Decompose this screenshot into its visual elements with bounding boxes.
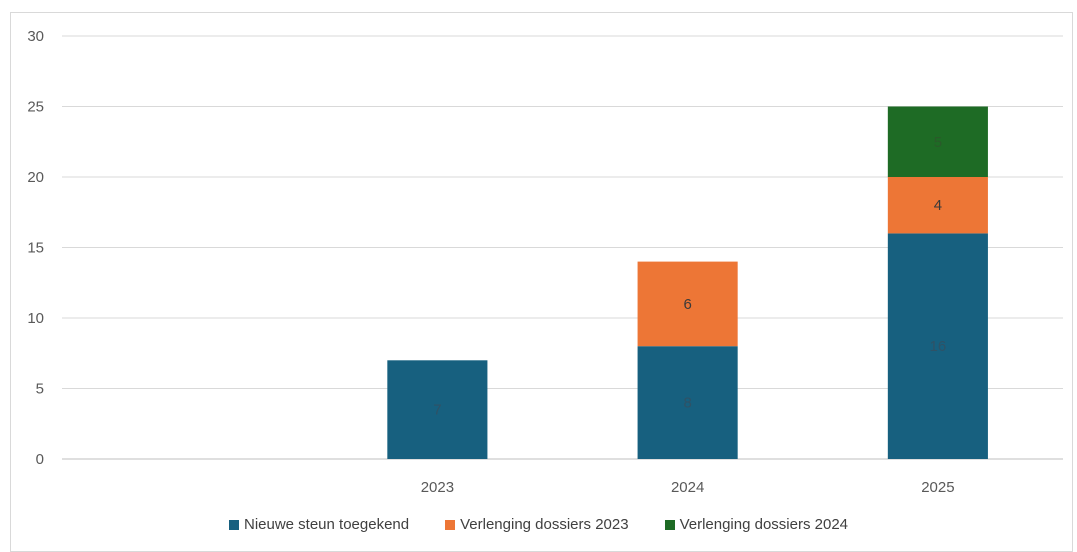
bar-segment: [387, 360, 488, 459]
legend-label: Nieuwe steun toegekend: [243, 516, 410, 533]
x-tick-label: 2024: [671, 479, 704, 496]
legend-item: Verlenging dossiers 2023: [445, 516, 629, 533]
data-label: 7: [433, 402, 441, 419]
legend-swatch: [664, 519, 675, 530]
data-label: 16: [930, 338, 947, 355]
y-tick-label: 15: [27, 240, 44, 257]
bar-segment: [887, 177, 988, 234]
data-label: 8: [683, 395, 691, 412]
legend-swatch: [228, 519, 239, 530]
y-tick-label: 5: [36, 381, 44, 398]
legend-swatch: [445, 519, 456, 530]
y-tick-label: 25: [27, 99, 44, 116]
legend-item: Verlenging dossiers 2024: [664, 516, 849, 533]
y-tick-label: 0: [36, 451, 44, 468]
x-tick-label: 2025: [921, 479, 954, 496]
bar-segment: [637, 261, 738, 347]
data-label: 6: [683, 296, 691, 313]
data-label: 4: [934, 197, 942, 214]
bar-segment: [887, 106, 988, 177]
legend-label: Verlenging dossiers 2023: [460, 516, 629, 533]
legend: Nieuwe steun toegekend Verlenging dossier…: [0, 516, 1077, 533]
legend-item: Nieuwe steun toegekend: [228, 516, 410, 533]
x-tick-label: 2023: [421, 479, 454, 496]
bar-segment: [887, 233, 988, 459]
y-tick-label: 10: [27, 310, 44, 327]
data-label: 5: [934, 134, 942, 151]
bar-segment: [637, 346, 738, 459]
y-tick-label: 20: [27, 169, 44, 186]
y-tick-label: 30: [27, 28, 44, 45]
legend-label: Verlenging dossiers 2024: [679, 516, 849, 533]
